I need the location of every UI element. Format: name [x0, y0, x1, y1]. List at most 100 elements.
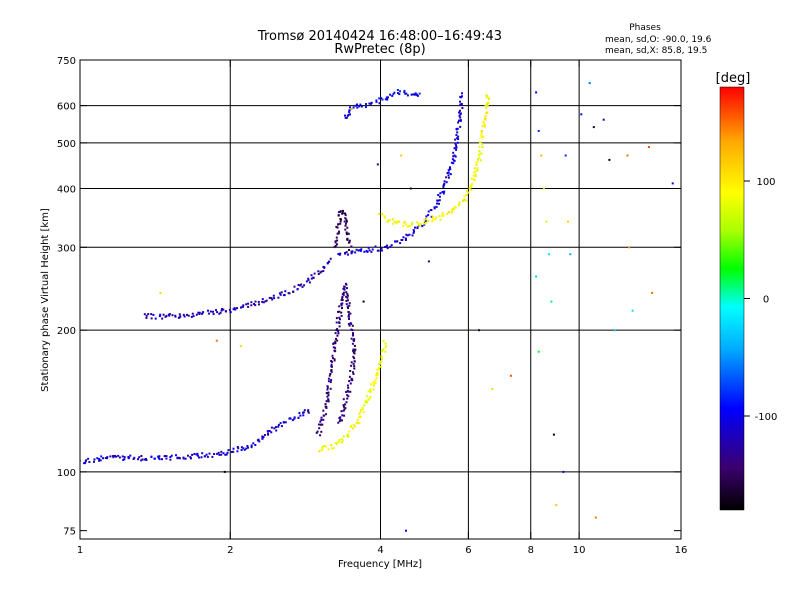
data-point [468, 187, 471, 190]
data-point [236, 450, 239, 453]
data-point [298, 412, 301, 414]
data-point [388, 219, 391, 222]
data-point [222, 452, 225, 455]
data-point [390, 244, 393, 247]
data-point [254, 304, 257, 307]
data-point [412, 229, 415, 232]
data-point [87, 457, 90, 460]
data-point [359, 103, 362, 106]
data-point [359, 415, 362, 418]
data-point [413, 93, 415, 96]
colorbar-tick-label: 100 [756, 177, 775, 188]
data-point [337, 211, 340, 214]
data-point [432, 218, 435, 221]
data-point [435, 216, 438, 219]
data-point [447, 171, 450, 174]
data-point [137, 458, 139, 461]
data-point [349, 382, 352, 385]
data-point [356, 421, 359, 424]
data-point [333, 358, 336, 361]
data-point [343, 220, 346, 223]
data-point [347, 386, 350, 389]
data-point [456, 141, 459, 144]
data-point [161, 317, 164, 320]
data-point [384, 342, 387, 345]
data-point [212, 310, 214, 313]
data-point [438, 215, 441, 218]
data-point [324, 403, 327, 406]
data-point [473, 167, 476, 170]
data-point [482, 120, 485, 123]
data-point [352, 373, 355, 375]
data-point [261, 300, 264, 303]
data-point [463, 198, 466, 201]
data-point [237, 447, 240, 450]
data-point [264, 300, 267, 303]
data-point [446, 172, 449, 174]
data-point [463, 195, 466, 198]
data-point [476, 167, 479, 170]
data-point [331, 365, 333, 368]
data-point [360, 105, 363, 108]
data-point [226, 451, 229, 454]
data-point [344, 252, 347, 255]
data-point [293, 285, 296, 288]
data-point [329, 381, 332, 384]
data-point [540, 154, 543, 157]
data-point [198, 456, 201, 459]
data-point [461, 107, 464, 109]
data-point [325, 407, 328, 409]
data-point [145, 314, 148, 317]
data-point [327, 400, 330, 403]
data-point [450, 211, 453, 214]
data-point [651, 291, 654, 294]
data-point [580, 113, 583, 116]
data-point [123, 456, 126, 459]
data-point [342, 209, 344, 212]
x-tick-label: 2 [227, 545, 233, 556]
data-point [337, 330, 340, 333]
data-point [310, 277, 313, 280]
data-point [207, 312, 210, 315]
data-point [339, 418, 342, 421]
data-point [369, 388, 372, 391]
data-point [372, 388, 375, 391]
data-point [441, 191, 444, 193]
data-point [200, 456, 203, 459]
data-point [348, 318, 350, 320]
data-point [343, 405, 345, 408]
data-point [415, 93, 418, 96]
data-point [381, 249, 383, 252]
data-point [436, 202, 438, 205]
data-point [282, 294, 285, 297]
data-point [372, 382, 375, 385]
data-point [369, 395, 372, 398]
data-point [121, 455, 124, 458]
data-point [476, 169, 479, 172]
data-point [329, 387, 332, 390]
data-point [216, 452, 219, 455]
data-point [459, 125, 462, 128]
data-point [349, 390, 352, 393]
data-point [346, 220, 348, 223]
data-point [346, 287, 348, 290]
data-point [353, 338, 356, 341]
data-point [240, 306, 242, 309]
data-point [567, 220, 569, 223]
data-point [347, 395, 350, 398]
data-point [312, 276, 315, 279]
data-point [368, 249, 371, 252]
data-point [334, 340, 337, 343]
data-point [391, 222, 394, 225]
data-point [375, 377, 378, 380]
data-point [300, 283, 303, 286]
data-point [193, 453, 196, 455]
data-point [234, 308, 237, 311]
data-point [289, 417, 292, 420]
data-point [403, 89, 406, 92]
data-point [459, 100, 462, 103]
data-point [435, 205, 438, 208]
data-point [447, 211, 450, 214]
data-point [340, 314, 343, 317]
data-point [335, 236, 338, 239]
